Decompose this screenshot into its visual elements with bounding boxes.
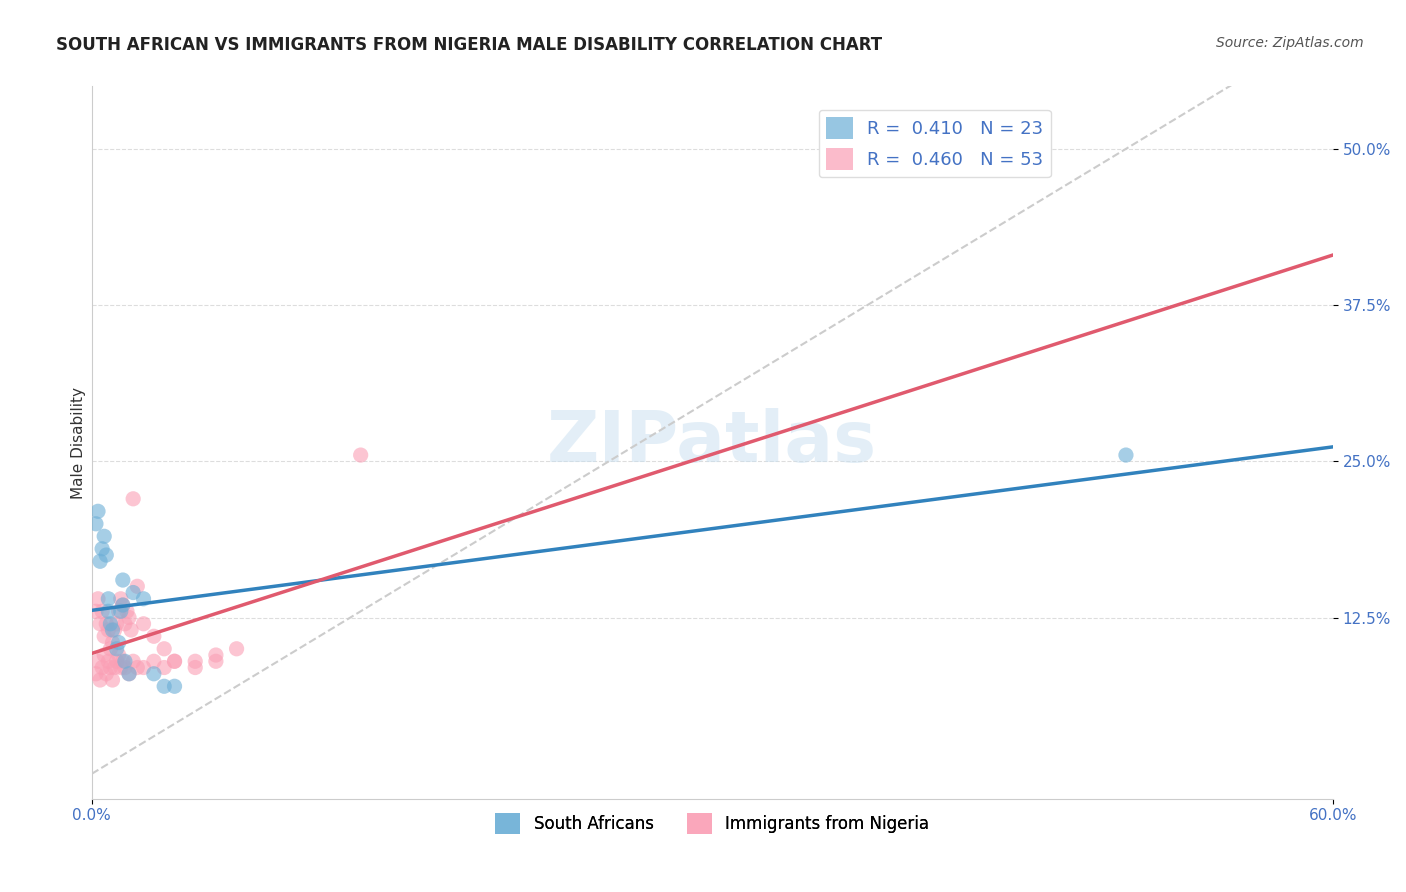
Text: ZIPatlas: ZIPatlas <box>547 408 877 477</box>
Point <box>87 591 110 606</box>
Point <box>93 529 115 543</box>
Point <box>100 616 122 631</box>
Point <box>93 629 115 643</box>
Point <box>101 623 124 637</box>
Text: SOUTH AFRICAN VS IMMIGRANTS FROM NIGERIA MALE DISABILITY CORRELATION CHART: SOUTH AFRICAN VS IMMIGRANTS FROM NIGERIA… <box>56 36 883 54</box>
Point <box>111 654 134 668</box>
Point <box>97 623 120 637</box>
Point <box>101 635 124 649</box>
Point <box>205 648 228 662</box>
Point <box>122 491 145 506</box>
Point <box>110 591 132 606</box>
Point <box>87 504 110 518</box>
Y-axis label: Male Disability: Male Disability <box>72 386 86 499</box>
Point <box>122 654 145 668</box>
Point <box>103 623 125 637</box>
Point <box>96 616 118 631</box>
Point <box>87 654 110 668</box>
Point <box>114 654 136 668</box>
Point <box>163 654 186 668</box>
Point <box>111 598 134 612</box>
Point <box>97 604 120 618</box>
Point <box>110 604 132 618</box>
Point <box>142 654 165 668</box>
Point <box>132 660 155 674</box>
Point <box>184 654 207 668</box>
Point <box>132 616 155 631</box>
Text: Source: ZipAtlas.com: Source: ZipAtlas.com <box>1216 36 1364 50</box>
Point <box>89 554 111 568</box>
Point <box>118 666 141 681</box>
Point <box>142 666 165 681</box>
Point <box>105 654 128 668</box>
Point <box>100 641 122 656</box>
Point <box>122 585 145 599</box>
Point <box>91 660 114 674</box>
Point <box>153 679 176 693</box>
Point <box>93 648 115 662</box>
Point <box>84 666 107 681</box>
Point <box>89 616 111 631</box>
Point <box>115 604 138 618</box>
Point <box>127 660 149 674</box>
Point <box>84 516 107 531</box>
Point <box>225 641 247 656</box>
Point <box>111 598 134 612</box>
Point <box>105 641 128 656</box>
Legend: South Africans, Immigrants from Nigeria: South Africans, Immigrants from Nigeria <box>489 806 936 840</box>
Point <box>91 604 114 618</box>
Point <box>132 591 155 606</box>
Point <box>96 666 118 681</box>
Point <box>107 648 129 662</box>
Point <box>153 641 176 656</box>
Point <box>91 541 114 556</box>
Point <box>96 548 118 562</box>
Point <box>101 673 124 687</box>
Point <box>97 591 120 606</box>
Point <box>118 610 141 624</box>
Point <box>127 579 149 593</box>
Point <box>107 635 129 649</box>
Point <box>163 654 186 668</box>
Point <box>118 666 141 681</box>
Point <box>111 573 134 587</box>
Point <box>142 629 165 643</box>
Point <box>110 660 132 674</box>
Point <box>89 673 111 687</box>
Point <box>184 660 207 674</box>
Point <box>350 448 373 462</box>
Point <box>163 679 186 693</box>
Point <box>105 616 128 631</box>
Point <box>84 604 107 618</box>
Point <box>153 660 176 674</box>
Point <box>107 604 129 618</box>
Point <box>114 616 136 631</box>
Point <box>120 623 142 637</box>
Point <box>1115 448 1137 462</box>
Point <box>205 654 228 668</box>
Point <box>97 654 120 668</box>
Point <box>114 660 136 674</box>
Point <box>103 660 125 674</box>
Point <box>100 660 122 674</box>
